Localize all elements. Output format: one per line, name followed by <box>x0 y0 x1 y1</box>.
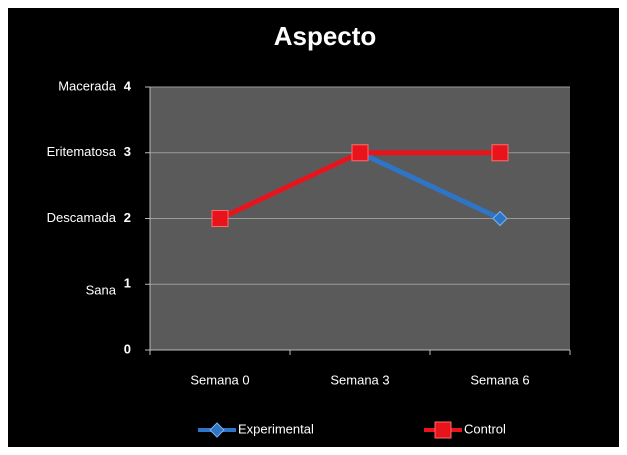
y-tick-label: 4 <box>124 78 132 93</box>
legend-label: Control <box>464 421 506 436</box>
legend-marker <box>434 421 452 439</box>
y-category-label: Eritematosa <box>47 144 117 159</box>
y-tick-label: 2 <box>124 210 131 225</box>
x-tick-label: Semana 3 <box>330 372 389 387</box>
legend-marker <box>209 422 225 438</box>
data-point <box>491 144 509 162</box>
y-tick-label: 3 <box>124 144 131 159</box>
y-category-label: Descamada <box>47 210 117 225</box>
data-point <box>351 144 369 162</box>
x-tick-label: Semana 0 <box>190 372 249 387</box>
y-category-label: Sana <box>86 283 117 298</box>
legend-label: Experimental <box>238 421 314 436</box>
x-tick-label: Semana 6 <box>470 372 529 387</box>
data-point <box>211 210 229 227</box>
y-category-label: Macerada <box>58 78 117 93</box>
y-tick-label: 1 <box>124 276 131 291</box>
y-tick-label: 0 <box>124 341 131 356</box>
data-point <box>492 210 508 227</box>
chart-title: Aspecto <box>274 21 377 51</box>
